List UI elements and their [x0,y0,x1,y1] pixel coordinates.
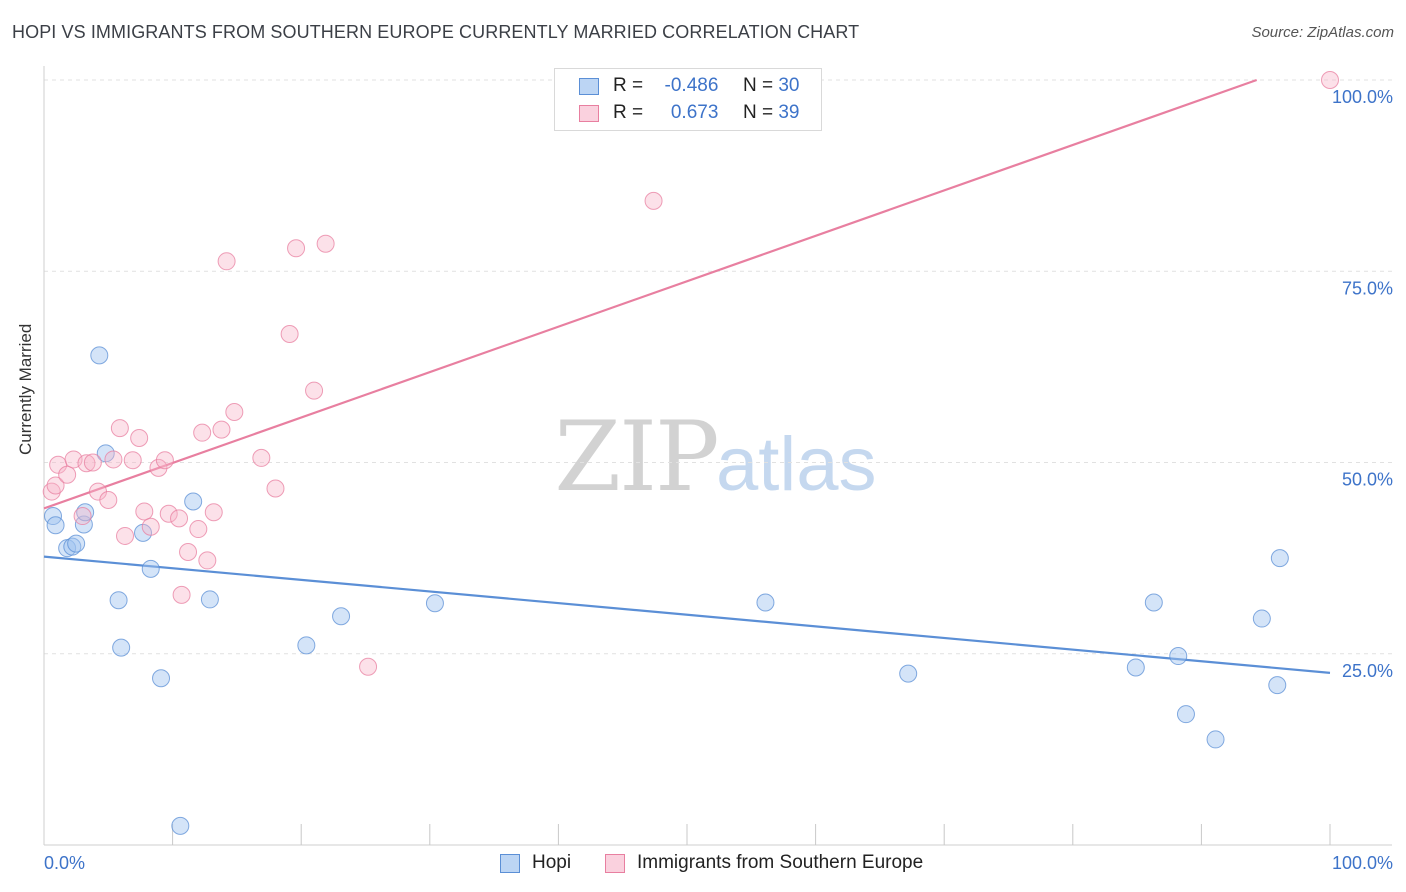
point-immigrants [644,191,663,210]
point-immigrants [116,526,135,545]
trendlines [43,78,1331,674]
point-immigrants [316,234,335,253]
point-hopi [1268,676,1287,695]
point-hopi [90,346,109,365]
point-immigrants [1321,71,1339,89]
axes [43,66,1392,846]
legend-swatch-immigrants [605,854,625,873]
point-hopi [756,593,775,612]
x-tick-label: 0.0% [44,853,85,873]
point-immigrants [172,585,191,604]
n-value: 39 [778,102,800,123]
trendline-hopi [43,555,1331,674]
grid [44,79,1392,655]
point-immigrants [99,490,118,509]
point-hopi [184,492,203,511]
point-hopi [112,638,131,657]
point-hopi [171,816,190,835]
point-immigrants [217,252,236,271]
point-immigrants [155,451,174,470]
point-hopi [1270,549,1289,568]
point-hopi [46,516,65,535]
hopi-swatch [579,78,599,95]
point-immigrants [110,419,129,438]
point-immigrants [170,509,189,528]
source-label: Source: ZipAtlas.com [1251,24,1394,41]
y-tick-label: 100.0% [1332,87,1393,107]
trendline-immigrants [43,78,1258,510]
tick-labels: 25.0% 50.0% 75.0% 100.0% 0.0% 100.0% [44,87,1393,873]
y-tick-label: 75.0% [1342,278,1393,298]
point-hopi [1176,705,1195,724]
point-hopi [152,669,171,688]
x-tick-label: 100.0% [1332,853,1393,873]
point-immigrants [104,450,123,469]
point-immigrants [359,657,378,676]
point-immigrants [212,420,231,439]
point-immigrants [83,453,102,472]
point-hopi [200,590,219,609]
point-hopi [1169,647,1188,666]
point-hopi [297,636,316,655]
point-immigrants [189,520,208,539]
point-immigrants [123,451,142,470]
point-immigrants [198,551,217,570]
point-immigrants [130,429,149,448]
r-value: 0.673 [670,102,719,123]
point-immigrants [287,239,306,258]
point-hopi [1126,658,1145,677]
n-value: 30 [778,75,800,96]
point-hopi [1144,593,1163,612]
point-immigrants [204,503,223,522]
n-label: N = [742,102,774,123]
chart-title: HOPI VS IMMIGRANTS FROM SOUTHERN EUROPE … [12,22,860,42]
point-hopi [1252,609,1271,628]
point-hopi [141,559,160,578]
stats-legend: R = -0.486 N = 30 R = 0.673 N = 39 [554,68,822,131]
point-immigrants [159,504,178,523]
point-immigrants [135,502,154,521]
legend-label-hopi: Hopi [532,852,572,873]
legend-swatch-hopi [500,854,520,873]
point-immigrants [73,507,92,526]
point-hopi [109,591,128,610]
point-hopi [67,534,86,553]
point-immigrants [252,448,271,467]
point-immigrants [193,423,212,442]
watermark-atlas: atlas [716,422,877,507]
point-immigrants [141,517,160,536]
point-hopi [425,594,444,613]
point-immigrants [179,543,198,562]
point-immigrants [280,324,299,343]
y-tick-label: 50.0% [1342,470,1393,490]
watermark: ZIP atlas [554,401,876,513]
n-label: N = [742,75,774,96]
point-immigrants [149,458,168,477]
point-hopi [1206,730,1225,749]
point-hopi [899,664,918,683]
point-immigrants [46,476,65,495]
point-immigrants [225,403,244,422]
point-immigrants [58,465,77,484]
point-immigrants [77,454,96,473]
watermark-zip: ZIP [554,401,717,513]
r-label: R = [613,75,644,96]
r-value: -0.486 [664,75,719,96]
point-hopi [332,607,351,626]
points [42,71,1339,835]
point-immigrants [266,479,285,498]
y-tick-label: 25.0% [1342,661,1393,681]
immigrants-swatch [579,105,599,122]
legend-label-immigrants: Immigrants from Southern Europe [637,852,924,873]
r-label: R = [613,102,644,123]
point-immigrants [305,381,324,400]
